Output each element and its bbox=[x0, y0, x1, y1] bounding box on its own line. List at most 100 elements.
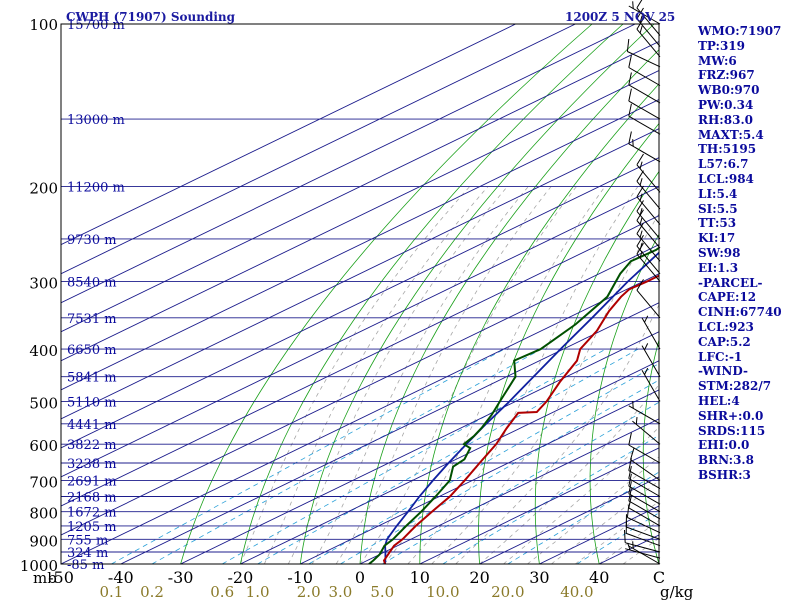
wind-barb-shaft bbox=[627, 51, 661, 68]
moist-adiabat bbox=[431, 212, 659, 564]
wind-barb-shaft bbox=[628, 100, 661, 120]
height-label: 324 m bbox=[67, 546, 108, 561]
sounding-index-row: LCL:984 bbox=[698, 171, 754, 186]
height-label: -85 m bbox=[67, 558, 104, 573]
wind-barb-feather bbox=[636, 235, 644, 247]
height-labels: 15700 m 13000 m 11200 m 9730 m 8540 m 7531 m 6… bbox=[67, 18, 125, 573]
wind-barb-feather bbox=[639, 217, 643, 225]
sounding-index-row: LCL:923 bbox=[698, 319, 754, 334]
wind-barb-feather bbox=[639, 208, 643, 216]
height-label: 1205 m bbox=[67, 520, 117, 535]
moist-adiabat bbox=[287, 186, 508, 564]
mixing-ratio-label: 40.0 bbox=[560, 583, 593, 600]
pressure-tick-label: 900 bbox=[29, 532, 58, 550]
height-label: 5841 m bbox=[67, 371, 117, 386]
wind-barb-feather bbox=[644, 315, 649, 323]
height-label: 7531 m bbox=[67, 312, 117, 327]
wind-barb-feather bbox=[636, 222, 644, 234]
wind-barb-shaft bbox=[636, 196, 661, 225]
wind-barb-shaft bbox=[628, 67, 661, 86]
wind-barb-shaft bbox=[627, 517, 661, 534]
wind-barb-feather bbox=[626, 38, 630, 52]
isotherm-line bbox=[120, 302, 659, 564]
wind-barb-shaft bbox=[625, 542, 661, 553]
wind-barb-feather bbox=[624, 529, 626, 543]
height-label: 13000 m bbox=[67, 113, 125, 128]
mixing-ratio-label: 2.0 bbox=[297, 583, 321, 600]
temperature-trace bbox=[382, 274, 659, 564]
wind-barb bbox=[632, 417, 661, 445]
wind-barb bbox=[625, 514, 661, 540]
isotherm-line bbox=[61, 273, 659, 564]
wind-barb-feather bbox=[639, 193, 643, 201]
wind-barb bbox=[636, 235, 661, 275]
wind-barb-feather bbox=[644, 343, 649, 351]
wind-barb-shaft bbox=[628, 478, 661, 497]
pressure-tick-label: 200 bbox=[29, 180, 58, 198]
wind-barb-shaft bbox=[628, 545, 661, 565]
wind-barb-feather bbox=[636, 170, 644, 182]
pressure-tick-label: 400 bbox=[29, 342, 58, 360]
temperature-tick-label: -50 bbox=[48, 568, 74, 587]
sounding-index-row: CINH:67740 bbox=[698, 305, 782, 320]
isotherm-line bbox=[61, 186, 659, 478]
wind-barb-feather bbox=[628, 103, 632, 117]
pressure-tick-label: 1000 bbox=[20, 557, 58, 575]
mixing-ratio-label: 0.2 bbox=[140, 583, 164, 600]
sounding-indices-panel: WMO:71907 TP:319 MW:6 FRZ:967 WB0:970 PW:0.34… bbox=[698, 24, 798, 483]
isotherm-line bbox=[61, 128, 659, 420]
sounding-datetime: 1200Z 5 NOV 25 bbox=[565, 10, 675, 24]
wind-barb bbox=[628, 473, 661, 505]
isotherm-line bbox=[61, 157, 659, 449]
wind-barb bbox=[628, 401, 661, 425]
wind-barb-feather bbox=[632, 1, 634, 9]
wind-barb bbox=[628, 432, 661, 464]
temperature-tick-label: 40 bbox=[589, 568, 609, 587]
mixing-ratio-label: 0.6 bbox=[210, 583, 234, 600]
wind-barb-shaft bbox=[636, 233, 661, 262]
wind-barb-shaft bbox=[628, 485, 661, 505]
sounding-index-row: BSHR:3 bbox=[698, 467, 751, 482]
sounding-index-row: -PARCEL- bbox=[698, 275, 763, 290]
wind-barb bbox=[636, 222, 661, 262]
sounding-index-row: LFC:-1 bbox=[698, 349, 743, 364]
pressure-tick-label: 500 bbox=[29, 394, 58, 412]
pressure-tick-label: 100 bbox=[29, 16, 58, 34]
wind-barb bbox=[636, 153, 661, 193]
mixing-ratio-label: 3.0 bbox=[328, 583, 352, 600]
wind-barb bbox=[641, 315, 661, 350]
wind-barb bbox=[636, 7, 661, 47]
sounding-index-row: TP:319 bbox=[698, 38, 746, 53]
dry-adiabat bbox=[642, 338, 659, 564]
temperature-tick-label: 10 bbox=[410, 568, 430, 587]
wind-barb-shaft bbox=[628, 405, 661, 425]
wind-barb-feather bbox=[628, 131, 632, 144]
dry-adiabat bbox=[419, 83, 659, 564]
wind-barb-feather bbox=[628, 432, 632, 446]
wind-barb bbox=[628, 88, 661, 120]
wind-barb-feather bbox=[639, 161, 643, 169]
wind-barb-feather bbox=[639, 230, 643, 238]
wind-barb bbox=[641, 343, 661, 377]
wind-barb bbox=[628, 465, 661, 497]
wind-barb bbox=[625, 543, 661, 559]
wind-barb-shaft bbox=[636, 210, 661, 240]
dry-adiabat bbox=[299, 24, 655, 564]
wind-barb-feather bbox=[628, 54, 632, 68]
sounding-index-row: HEL:4 bbox=[698, 393, 740, 408]
height-label: 755 m bbox=[67, 533, 108, 548]
mixing-ratio-line bbox=[222, 348, 606, 564]
mixing-ratio-label: 10.0 bbox=[426, 583, 459, 600]
wind-barb bbox=[636, 170, 661, 210]
mixing-ratio-line bbox=[111, 348, 505, 564]
moist-adiabat bbox=[479, 384, 659, 564]
wind-barb bbox=[636, 200, 661, 240]
wind-barb-shaft bbox=[641, 345, 661, 377]
moist-adiabat bbox=[335, 186, 552, 564]
sounding-index-row: SHR+:0.0 bbox=[698, 408, 764, 423]
wind-barb-feather bbox=[639, 15, 643, 23]
wind-barb-shaft bbox=[628, 84, 661, 104]
dry-adiabat bbox=[359, 49, 659, 564]
pressure-tick-label: 600 bbox=[29, 437, 58, 455]
